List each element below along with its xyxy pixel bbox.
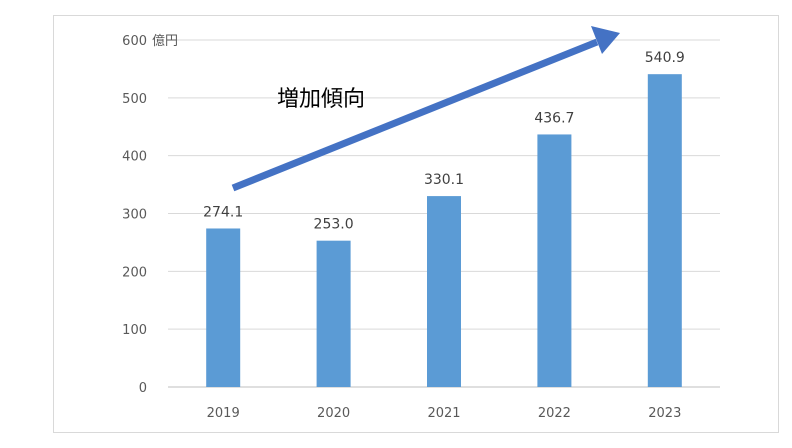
y-unit-label: 億円 [152,33,178,49]
trend-annotation-text: 増加傾向 [277,87,365,112]
bar [316,240,351,387]
data-label: 274.1 [203,204,243,220]
bar [537,134,572,387]
data-labels: 274.1 253.0 330.1 436.7 540.9 [203,50,685,233]
x-tick-label: 2022 [538,406,571,421]
y-tick-label: 0 [139,381,147,396]
bar [206,228,241,387]
x-tick-label: 2020 [317,406,350,421]
x-tick-label: 2021 [427,406,460,421]
data-label: 253.0 [314,217,354,233]
trend-arrow-line [231,38,599,192]
bar [427,196,461,387]
trend-arrow-head [591,26,620,54]
bar [647,74,682,387]
y-axis-ticks: 0 100 200 300 400 500 600 億円 [122,33,178,396]
y-tick-label: 500 [122,92,147,107]
y-tick-label: 200 [122,265,147,280]
y-tick-label: 300 [122,208,147,223]
data-label: 330.1 [424,172,464,188]
y-tick-label: 400 [122,150,147,165]
y-tick-label: 600 [122,34,147,49]
bars [206,74,682,387]
gridlines [168,39,720,388]
data-label: 436.7 [534,110,574,126]
y-tick-label: 100 [122,323,147,338]
x-tick-label: 2023 [648,406,681,421]
data-label: 540.9 [645,50,685,66]
x-tick-label: 2019 [207,406,240,421]
trend-annotation: 増加傾向 [231,26,620,192]
x-axis-ticks: 2019 2020 2021 2022 2023 [207,406,682,421]
